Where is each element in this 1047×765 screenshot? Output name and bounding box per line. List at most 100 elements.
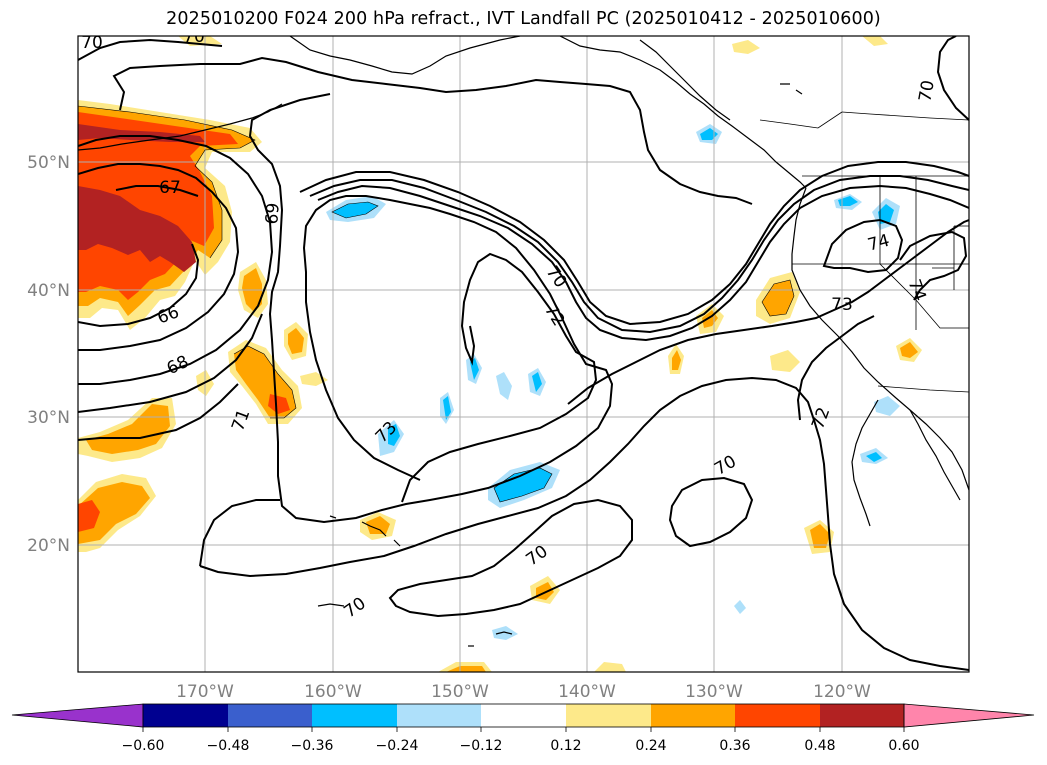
contour-70-west-ring — [78, 38, 223, 61]
colorbar-segment — [228, 704, 312, 727]
contour-ridge-72 — [317, 184, 969, 342]
colorbar-segment — [651, 704, 735, 727]
lon-label: 170°W — [176, 682, 234, 702]
colorbar-segment — [820, 704, 904, 727]
anomaly-area-small-h2 — [810, 524, 830, 548]
contour-70-mid — [199, 499, 280, 567]
island-mark-d — [780, 83, 803, 95]
contour-70-east-big — [388, 498, 633, 618]
shade-outlines — [78, 105, 795, 503]
colorbar-tick-label: 0.36 — [719, 738, 750, 754]
colorbar-extend-high — [903, 703, 1035, 728]
lon-label: 130°W — [685, 682, 743, 702]
contour-70-lower — [199, 376, 969, 671]
colorbar-ticks — [142, 727, 905, 732]
anomaly-area-neg9b — [838, 196, 858, 206]
anomaly-area-small-g2 — [762, 280, 794, 316]
map-title: 2025010200 F024 200 hPa refract., IVT La… — [166, 9, 881, 29]
anomaly-area-small-c2 — [446, 666, 486, 672]
colorbar: −0.60 −0.48 −0.36 −0.24 −0.12 0.12 0.24 … — [11, 703, 1035, 754]
lat-label: 20°N — [27, 536, 70, 556]
colorbar-tick-label: −0.24 — [376, 738, 419, 754]
anomaly-area-wc3-024 — [288, 328, 304, 354]
coastline-bc-islands — [639, 39, 731, 121]
map-frame — [77, 35, 970, 673]
contour-70-southeast — [668, 476, 754, 548]
anomaly-area-nw-048 — [78, 186, 196, 272]
lon-label: 140°W — [558, 682, 616, 702]
contour-label: 69 — [262, 202, 283, 225]
lon-label: 150°W — [431, 682, 489, 702]
colorbar-segment — [143, 704, 228, 727]
colorbar-tick-label: 0.60 — [888, 738, 919, 754]
colorbar-tick-label: −0.12 — [460, 738, 503, 754]
anomaly-area-sw2-036 — [78, 500, 100, 532]
border-ak-bc — [759, 111, 843, 129]
lat-label: 40°N — [27, 281, 70, 301]
anomaly-area-wc1-036 — [268, 394, 290, 414]
longitude-labels: 170°W 160°W 150°W 140°W 130°W 120°W — [176, 682, 871, 702]
coastline-gulf-alaska — [559, 36, 807, 189]
anomaly-area-neg11 — [874, 396, 900, 416]
contour-label: 70 — [183, 27, 205, 47]
contour-ridge-70 — [299, 161, 969, 326]
colorbar-segment — [397, 704, 481, 727]
shade-outline-neg1 — [331, 201, 379, 219]
colorbar-tick-label: 0.48 — [804, 738, 835, 754]
anomaly-area-small-i2 — [900, 342, 918, 358]
island-mark-b — [495, 631, 513, 635]
anomaly-area-neg12 — [492, 626, 518, 640]
coastline-alaska — [289, 36, 521, 75]
contour-72-southeast — [796, 315, 875, 421]
anomaly-area-neg5b — [532, 372, 542, 392]
latitude-labels: 50°N 40°N 30°N 20°N — [27, 153, 70, 556]
anomaly-area-neg8b — [878, 204, 894, 224]
coastlines — [78, 36, 969, 647]
contour-label: 70 — [81, 33, 103, 53]
anomaly-area-neg10b — [866, 452, 882, 462]
lat-label: 30°N — [27, 408, 70, 428]
island-mark-a — [317, 603, 345, 607]
map-panel: 70 70 67 69 66 68 71 73 70 72 74 73 74 7… — [78, 27, 969, 672]
contour-67-ring — [115, 185, 199, 197]
anomaly-area-neg2b — [494, 468, 552, 502]
anomaly-area-small-k — [770, 350, 800, 372]
shade-outline-g — [761, 279, 795, 317]
contour-lines — [78, 36, 969, 671]
lon-label: 160°W — [304, 682, 362, 702]
contour-west-outer — [78, 383, 239, 441]
border-mexico — [877, 385, 969, 393]
contour-ridge-71 — [309, 175, 969, 334]
contour-label: 73 — [831, 295, 853, 315]
shading-layer — [78, 36, 922, 672]
colorbar-tick-label: −0.48 — [207, 738, 250, 754]
anomaly-area-neg13 — [734, 600, 746, 614]
anomaly-area-small-f2 — [672, 350, 681, 370]
colorbar-tick-label: −0.36 — [291, 738, 334, 754]
coastline-baja — [851, 399, 879, 527]
colorbar-tick-label: 0.24 — [635, 738, 666, 754]
anomaly-area-neg4b — [443, 396, 451, 420]
coastline-west-coast — [791, 187, 969, 491]
anomaly-area-sw2-024 — [78, 482, 150, 544]
coastline-gulf-ca — [909, 409, 961, 501]
anomaly-area-small-n — [862, 36, 888, 46]
contour-72-east — [567, 219, 969, 405]
contour-69-ring — [78, 135, 274, 385]
border-bc-yukon — [841, 111, 969, 121]
anomaly-area-neg6b — [388, 424, 400, 446]
colorbar-tick-label: 0.12 — [550, 738, 581, 754]
contour-68-ring — [78, 163, 240, 351]
anomaly-area-neg14 — [496, 372, 512, 400]
colorbar-segment — [566, 704, 651, 727]
contour-label: 70 — [915, 79, 938, 104]
anomaly-area-small-d — [594, 662, 626, 672]
contour-73-core — [401, 252, 598, 503]
lon-label: 120°W — [813, 682, 871, 702]
colorbar-extend-low — [11, 703, 144, 728]
contour-70-right-edge — [936, 36, 969, 121]
anomaly-area-small-a2 — [366, 516, 390, 534]
colorbar-segment — [481, 704, 566, 727]
anomaly-area-nw-036 — [78, 112, 238, 300]
